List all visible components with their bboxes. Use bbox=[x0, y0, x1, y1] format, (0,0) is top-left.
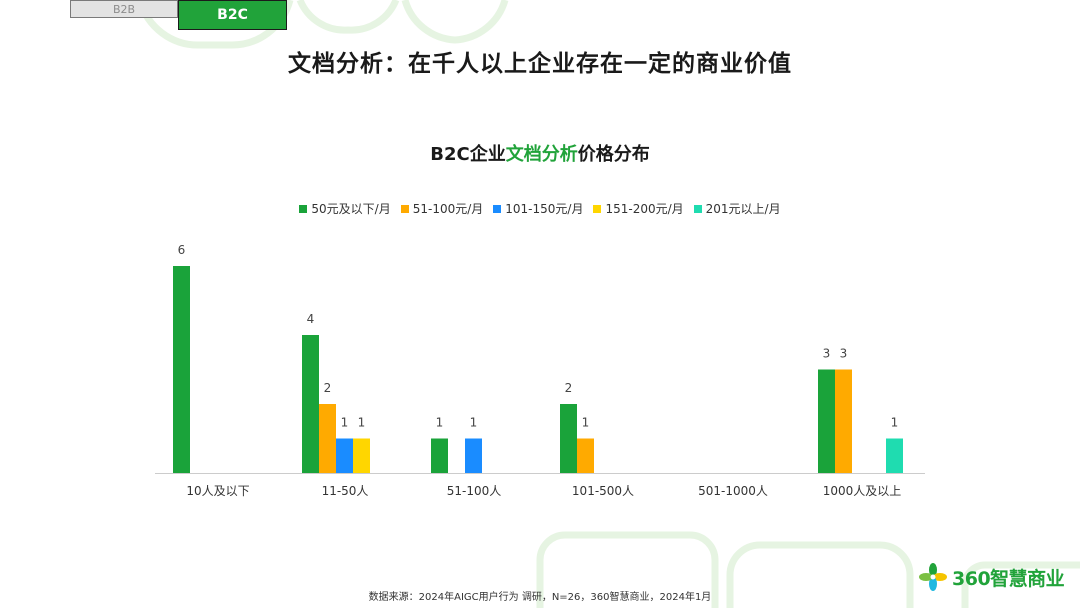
legend-swatch bbox=[299, 204, 308, 213]
legend-item: 201元以上/月 bbox=[693, 200, 781, 217]
legend-swatch bbox=[493, 204, 502, 213]
tab-b2b[interactable]: B2B bbox=[70, 0, 178, 18]
legend-label: 101-150元/月 bbox=[505, 202, 584, 216]
legend-label: 50元及以下/月 bbox=[311, 202, 391, 216]
chart-title-highlight: 文档分析 bbox=[505, 144, 578, 165]
legend-swatch bbox=[593, 204, 602, 213]
legend-item: 151-200元/月 bbox=[593, 200, 684, 217]
data-label: 1 bbox=[582, 416, 590, 430]
bar bbox=[818, 369, 835, 473]
bar bbox=[560, 404, 577, 473]
legend-swatch bbox=[400, 204, 409, 213]
legend-label: 51-100元/月 bbox=[412, 202, 484, 216]
data-label: 3 bbox=[823, 347, 831, 361]
x-tick-label: 1000人及以上 bbox=[823, 484, 902, 498]
bar bbox=[431, 438, 448, 473]
data-label: 1 bbox=[436, 416, 444, 430]
x-tick-label: 101-500人 bbox=[572, 484, 634, 498]
data-label: 1 bbox=[470, 416, 478, 430]
legend-item: 101-150元/月 bbox=[493, 200, 583, 217]
data-label: 2 bbox=[565, 381, 573, 395]
bar bbox=[336, 438, 353, 473]
bar bbox=[577, 438, 594, 473]
legend-swatch bbox=[693, 204, 702, 213]
logo-text: 360智慧商业 bbox=[952, 567, 1065, 590]
bar bbox=[886, 438, 903, 473]
x-tick-label: 501-1000人 bbox=[698, 484, 768, 498]
bar bbox=[465, 438, 482, 473]
legend-item: 51-100元/月 bbox=[400, 200, 484, 217]
pinwheel-logo-icon bbox=[919, 563, 947, 591]
page-title: 文档分析：在千人以上企业存在一定的商业价值 bbox=[288, 51, 792, 77]
chart-legend: 50元及以下/月 51-100元/月 101-150元/月 151-200元/月 201… bbox=[0, 200, 1080, 217]
tab-b2c[interactable]: B2C bbox=[178, 0, 287, 30]
data-label: 4 bbox=[307, 312, 315, 326]
data-label: 1 bbox=[341, 416, 349, 430]
data-label: 1 bbox=[358, 416, 366, 430]
legend-label: 151-200元/月 bbox=[605, 202, 684, 216]
legend-item: 50元及以下/月 bbox=[299, 200, 391, 217]
x-tick-label: 10人及以下 bbox=[186, 484, 249, 498]
data-label: 1 bbox=[891, 416, 899, 430]
chart-title-suffix: 价格分布 bbox=[577, 144, 650, 165]
bar bbox=[302, 335, 319, 473]
bar bbox=[835, 369, 852, 473]
data-label: 6 bbox=[178, 243, 186, 257]
tab-b2b-label: B2B bbox=[112, 2, 136, 16]
chart-title: B2C企业文档分析价格分布 bbox=[0, 140, 1080, 166]
bar bbox=[319, 404, 336, 473]
x-tick-label: 11-50人 bbox=[322, 484, 369, 498]
data-label: 3 bbox=[840, 347, 848, 361]
x-tick-label: 51-100人 bbox=[447, 484, 502, 498]
data-label: 2 bbox=[324, 381, 332, 395]
legend-label: 201元以上/月 bbox=[705, 202, 781, 216]
tab-b2c-label: B2C bbox=[217, 7, 248, 23]
bar bbox=[353, 438, 370, 473]
footnote: 数据来源：2024年AIGC用户行为 调研，N=26，360智慧商业，2024年… bbox=[368, 592, 712, 603]
bar bbox=[173, 266, 190, 473]
brand-logo: 360智慧商业 bbox=[918, 562, 1065, 592]
chart-title-prefix: B2C企业 bbox=[430, 144, 506, 165]
